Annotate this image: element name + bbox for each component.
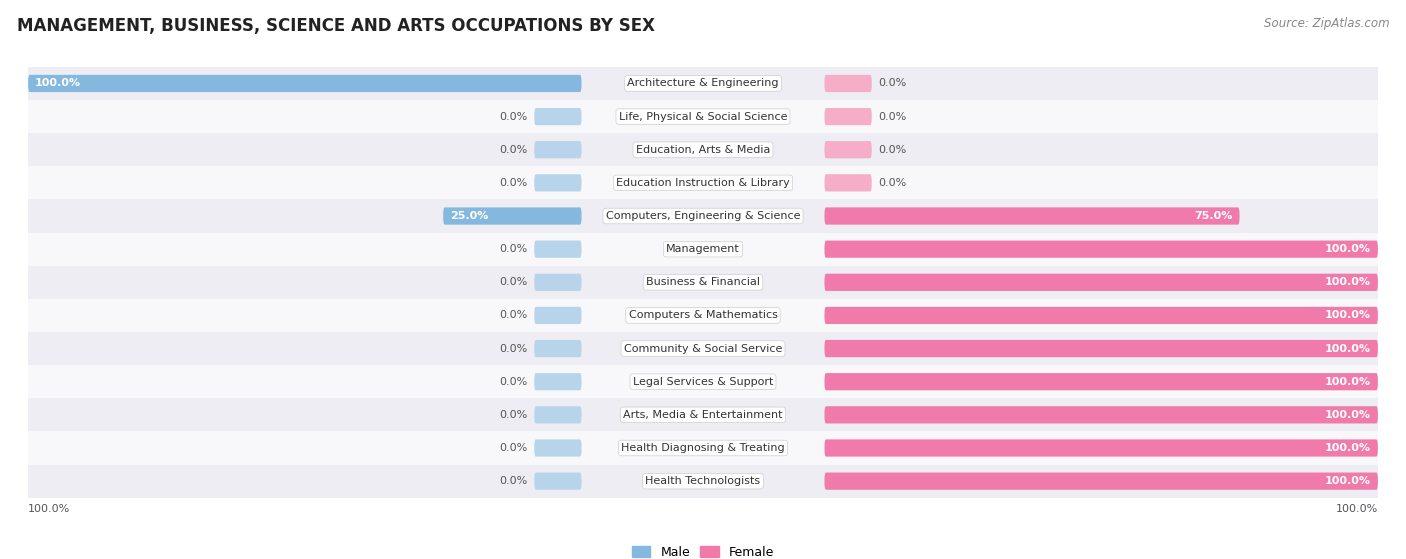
Text: Life, Physical & Social Science: Life, Physical & Social Science (619, 112, 787, 122)
Text: MANAGEMENT, BUSINESS, SCIENCE AND ARTS OCCUPATIONS BY SEX: MANAGEMENT, BUSINESS, SCIENCE AND ARTS O… (17, 17, 655, 35)
Bar (0, 133, 1406, 167)
Text: 100.0%: 100.0% (1324, 476, 1371, 486)
Text: Arts, Media & Entertainment: Arts, Media & Entertainment (623, 410, 783, 420)
FancyBboxPatch shape (534, 108, 582, 125)
FancyBboxPatch shape (824, 274, 1378, 291)
Text: 100.0%: 100.0% (1324, 377, 1371, 387)
Text: 0.0%: 0.0% (499, 310, 527, 320)
Text: 0.0%: 0.0% (499, 145, 527, 155)
FancyBboxPatch shape (534, 406, 582, 424)
Bar (0, 233, 1406, 266)
Text: 0.0%: 0.0% (499, 277, 527, 287)
Text: 0.0%: 0.0% (499, 178, 527, 188)
FancyBboxPatch shape (824, 141, 872, 158)
Text: 100.0%: 100.0% (1324, 344, 1371, 354)
FancyBboxPatch shape (534, 141, 582, 158)
FancyBboxPatch shape (534, 307, 582, 324)
Bar (0, 67, 1406, 100)
Text: Education, Arts & Media: Education, Arts & Media (636, 145, 770, 155)
Bar (0, 200, 1406, 233)
Text: Legal Services & Support: Legal Services & Support (633, 377, 773, 387)
Text: 100.0%: 100.0% (1324, 410, 1371, 420)
Bar (0, 299, 1406, 332)
FancyBboxPatch shape (443, 207, 582, 225)
FancyBboxPatch shape (824, 108, 872, 125)
Text: Health Technologists: Health Technologists (645, 476, 761, 486)
FancyBboxPatch shape (534, 373, 582, 390)
Bar (0, 100, 1406, 133)
Text: 100.0%: 100.0% (35, 78, 82, 88)
Text: 100.0%: 100.0% (1324, 244, 1371, 254)
Text: 0.0%: 0.0% (879, 112, 907, 122)
FancyBboxPatch shape (824, 174, 872, 192)
FancyBboxPatch shape (824, 439, 1378, 457)
Text: 0.0%: 0.0% (499, 476, 527, 486)
Text: 0.0%: 0.0% (879, 145, 907, 155)
FancyBboxPatch shape (534, 439, 582, 457)
FancyBboxPatch shape (824, 75, 872, 92)
FancyBboxPatch shape (824, 307, 1378, 324)
Bar (0, 332, 1406, 365)
FancyBboxPatch shape (534, 472, 582, 490)
Text: 0.0%: 0.0% (499, 344, 527, 354)
Bar (0, 167, 1406, 200)
Bar (0, 432, 1406, 465)
Text: Architecture & Engineering: Architecture & Engineering (627, 78, 779, 88)
Bar (0, 365, 1406, 398)
Text: Community & Social Service: Community & Social Service (624, 344, 782, 354)
Text: 25.0%: 25.0% (450, 211, 488, 221)
Text: Source: ZipAtlas.com: Source: ZipAtlas.com (1264, 17, 1389, 30)
FancyBboxPatch shape (534, 274, 582, 291)
Text: Management: Management (666, 244, 740, 254)
FancyBboxPatch shape (824, 207, 1240, 225)
Text: Education Instruction & Library: Education Instruction & Library (616, 178, 790, 188)
Legend: Male, Female: Male, Female (627, 541, 779, 559)
Text: 100.0%: 100.0% (1324, 443, 1371, 453)
Text: 100.0%: 100.0% (1324, 277, 1371, 287)
Text: 0.0%: 0.0% (879, 178, 907, 188)
FancyBboxPatch shape (534, 340, 582, 357)
Text: Business & Financial: Business & Financial (645, 277, 761, 287)
Text: 0.0%: 0.0% (879, 78, 907, 88)
Bar (0, 266, 1406, 299)
FancyBboxPatch shape (534, 240, 582, 258)
Text: 0.0%: 0.0% (499, 377, 527, 387)
Text: 100.0%: 100.0% (28, 504, 70, 514)
Text: 75.0%: 75.0% (1195, 211, 1233, 221)
Text: 0.0%: 0.0% (499, 112, 527, 122)
Text: 0.0%: 0.0% (499, 244, 527, 254)
FancyBboxPatch shape (824, 406, 1378, 424)
Text: Health Diagnosing & Treating: Health Diagnosing & Treating (621, 443, 785, 453)
FancyBboxPatch shape (824, 472, 1378, 490)
FancyBboxPatch shape (534, 174, 582, 192)
Bar (0, 465, 1406, 498)
Text: 0.0%: 0.0% (499, 410, 527, 420)
Text: 0.0%: 0.0% (499, 443, 527, 453)
FancyBboxPatch shape (28, 75, 582, 92)
FancyBboxPatch shape (824, 340, 1378, 357)
Text: 100.0%: 100.0% (1324, 310, 1371, 320)
Text: Computers & Mathematics: Computers & Mathematics (628, 310, 778, 320)
Text: Computers, Engineering & Science: Computers, Engineering & Science (606, 211, 800, 221)
FancyBboxPatch shape (824, 373, 1378, 390)
Text: 100.0%: 100.0% (1336, 504, 1378, 514)
Bar (0, 398, 1406, 432)
FancyBboxPatch shape (824, 240, 1378, 258)
